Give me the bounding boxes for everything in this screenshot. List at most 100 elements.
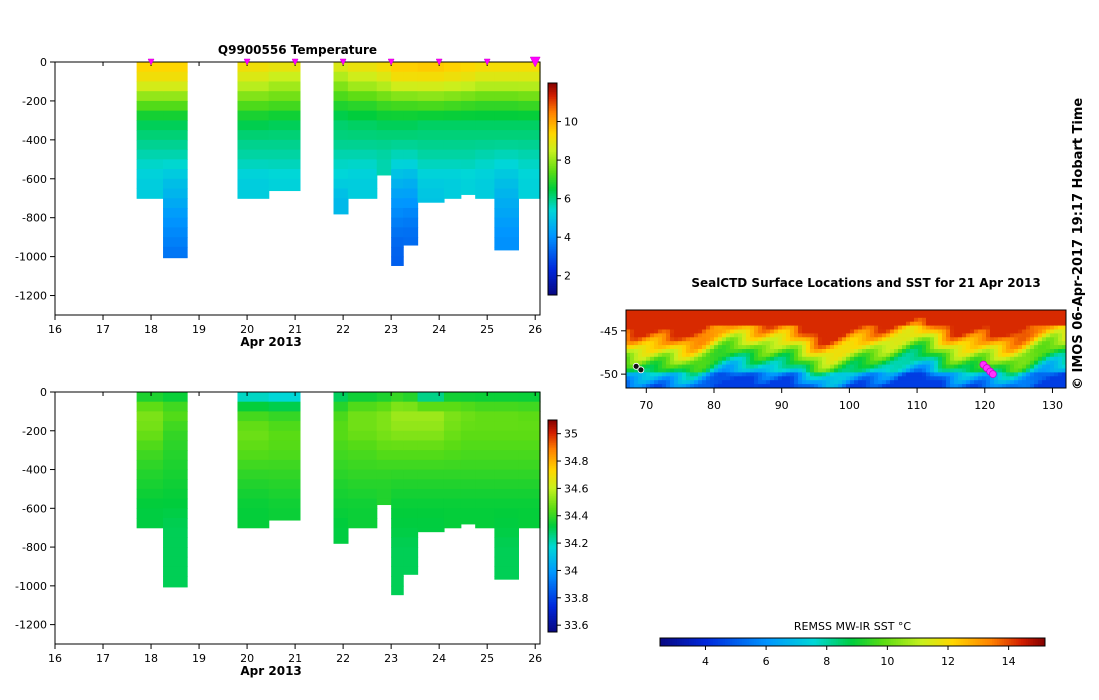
sst-cell (810, 349, 815, 354)
colorbar-band (548, 464, 557, 467)
colorbar-band (548, 609, 557, 612)
sst-cell (894, 329, 899, 334)
sst-cell (774, 372, 779, 377)
profile-cell (268, 130, 301, 141)
sst-cell (934, 310, 939, 315)
sst-colorbar-band (768, 638, 772, 646)
sst-cell (758, 360, 763, 366)
sst-cell (994, 376, 999, 381)
sst-cell (678, 310, 683, 315)
sst-cell (890, 317, 895, 323)
profile-cell (518, 401, 541, 412)
sst-cell (902, 310, 907, 315)
sst-cell (702, 345, 707, 350)
colorbar-band (548, 556, 557, 559)
sst-cell (890, 380, 895, 385)
sst-cell (882, 356, 887, 362)
sst-cell (806, 341, 811, 346)
sst-cell (762, 368, 767, 373)
sst-cell (830, 380, 835, 385)
sst-cell (654, 372, 659, 377)
sst-cell (1058, 345, 1063, 350)
colorbar-band (548, 268, 557, 271)
colorbar-band (548, 164, 557, 167)
x-tick-label: 20 (240, 323, 254, 336)
sst-cell (1030, 376, 1035, 381)
sst-cell (878, 380, 883, 385)
sst-cell (734, 356, 739, 362)
sst-cell (1002, 321, 1007, 327)
sst-cell (638, 345, 643, 350)
profile-cell (163, 237, 188, 248)
sst-cell (682, 380, 687, 385)
map-frame (625, 309, 1067, 389)
sst-cell (646, 364, 651, 369)
profile-cell (347, 81, 378, 92)
sst-cell (778, 380, 783, 385)
sst-cell (954, 333, 959, 338)
sst-cell (782, 321, 787, 327)
sst-cell (1026, 325, 1031, 330)
colorbar-band (548, 189, 557, 192)
sst-cell (758, 352, 763, 358)
colorbar-band (548, 118, 557, 121)
sst-cell (678, 313, 683, 319)
sst-cell (930, 360, 935, 366)
sst-cell (870, 364, 875, 369)
sst-cell (1062, 313, 1067, 319)
sst-cell (762, 329, 767, 334)
sst-cell (994, 325, 999, 330)
sst-cell (718, 341, 723, 346)
sst-colorbar-band (963, 638, 967, 646)
sst-cell (650, 345, 655, 350)
sst-cell (858, 368, 863, 373)
colorbar-band (548, 594, 557, 598)
x-tick-label: 18 (144, 652, 158, 665)
sst-cell (842, 384, 847, 389)
profile-cell (443, 81, 462, 92)
sst-cell (1042, 313, 1047, 319)
profile-cell (403, 71, 419, 83)
sst-cell (738, 317, 743, 323)
sst-cell (746, 345, 751, 350)
sst-cell (1002, 337, 1007, 342)
sst-colorbar-band (857, 638, 861, 646)
sst-cell (674, 352, 679, 358)
sst-cell (1054, 360, 1059, 366)
colorbar-band (548, 234, 557, 238)
profile-cell (494, 440, 519, 451)
profile-cell (494, 62, 519, 73)
sst-cell (1010, 321, 1015, 327)
sst-cell (814, 337, 819, 342)
sst-cell (642, 364, 647, 369)
sst-cell (942, 384, 947, 389)
profile-cell (163, 518, 188, 529)
sst-colorbar-band (1018, 638, 1022, 646)
profile-column (403, 392, 419, 575)
sst-cell (862, 376, 867, 381)
sst-cell (970, 329, 975, 334)
sst-cell (934, 321, 939, 327)
sst-cell (962, 360, 967, 366)
colorbar-band (548, 527, 557, 531)
sst-cell (830, 376, 835, 381)
sst-cell (1034, 329, 1039, 334)
profile-cell (518, 459, 541, 471)
sst-cell (870, 356, 875, 362)
sst-cell (1014, 345, 1019, 350)
x-tick-label: 24 (432, 652, 446, 665)
sst-cell (994, 310, 999, 315)
colorbar-band (548, 564, 557, 568)
profile-cell (136, 178, 164, 190)
sst-cell (666, 368, 671, 373)
y-tick-label: -400 (22, 134, 47, 147)
sst-cell (666, 360, 671, 366)
profile-cell (237, 450, 270, 461)
sst-cell (934, 364, 939, 369)
sst-cell (842, 329, 847, 334)
profile-cell (163, 246, 188, 258)
sst-cell (638, 349, 643, 354)
profile-cell (417, 488, 445, 500)
sst-cell (834, 321, 839, 327)
